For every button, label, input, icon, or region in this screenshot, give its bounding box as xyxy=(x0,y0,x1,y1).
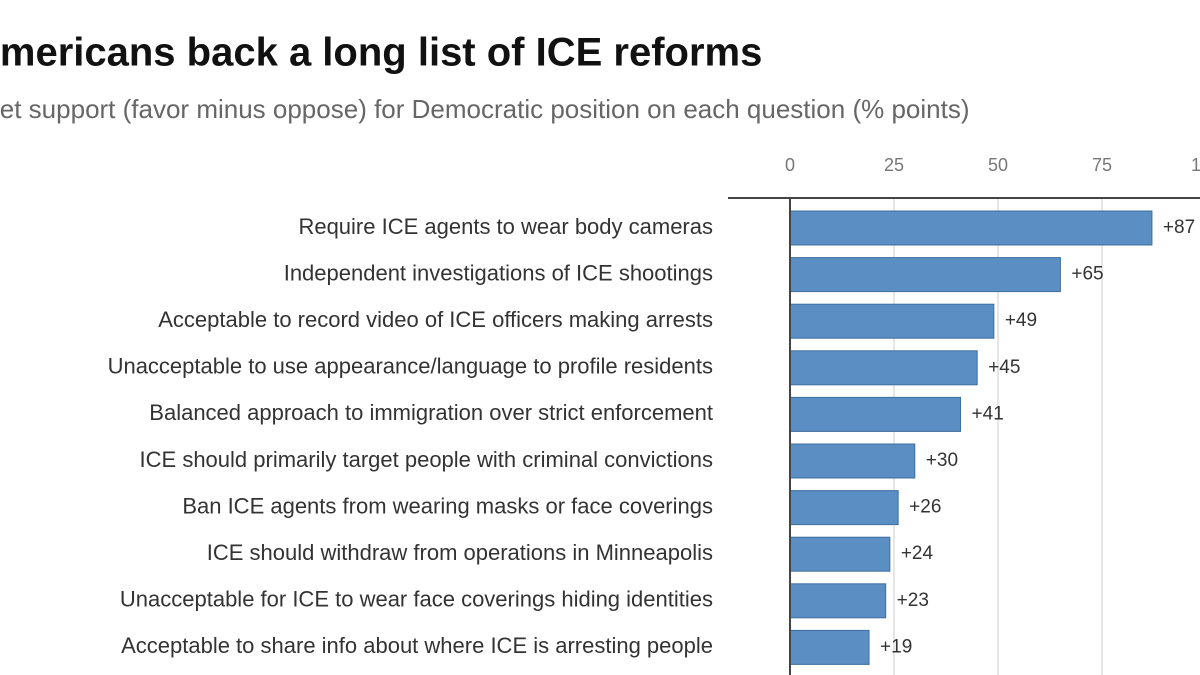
value-label: +65 xyxy=(1071,264,1103,285)
value-label: +24 xyxy=(901,543,934,564)
bar xyxy=(789,536,891,572)
category-label: Independent investigations of ICE shooti… xyxy=(284,260,713,285)
category-label: ICE should withdraw from operations in M… xyxy=(207,540,713,565)
bar xyxy=(789,210,1153,246)
category-label: Acceptable to record video of ICE office… xyxy=(158,307,713,332)
value-label: +45 xyxy=(988,357,1020,378)
value-label: +49 xyxy=(1005,310,1037,331)
category-label: Acceptable to share info about where ICE… xyxy=(121,633,713,658)
category-label: Balanced approach to immigration over st… xyxy=(149,400,713,425)
category-label: ICE should primarily target people with … xyxy=(140,447,713,472)
bar xyxy=(789,350,978,386)
value-label: +26 xyxy=(909,497,941,518)
x-tick-label: 100 xyxy=(1191,155,1200,175)
category-label: Unacceptable for ICE to wear face coveri… xyxy=(120,587,713,612)
bar xyxy=(789,396,962,432)
category-label: Require ICE agents to wear body cameras xyxy=(298,214,713,239)
x-tick-label: 0 xyxy=(785,155,795,175)
chart-title: Americans back a long list of ICE reform… xyxy=(0,31,762,75)
value-label: +87 xyxy=(1163,217,1195,238)
x-tick-label: 75 xyxy=(1092,155,1112,175)
bar xyxy=(789,443,916,479)
bar xyxy=(789,257,1061,293)
bar xyxy=(789,583,887,619)
chart-subtitle: Net support (favor minus oppose) for Dem… xyxy=(0,94,969,124)
value-label: +23 xyxy=(897,590,929,611)
value-label: +41 xyxy=(972,403,1004,424)
category-label: Unacceptable to use appearance/language … xyxy=(108,354,713,379)
bar xyxy=(789,490,899,526)
bar xyxy=(789,303,995,339)
bar xyxy=(789,629,870,665)
value-label: +30 xyxy=(926,450,958,471)
x-tick-label: 50 xyxy=(988,155,1008,175)
x-tick-label: 25 xyxy=(884,155,904,175)
category-label: Ban ICE agents from wearing masks or fac… xyxy=(182,493,713,518)
value-label: +19 xyxy=(880,636,912,657)
